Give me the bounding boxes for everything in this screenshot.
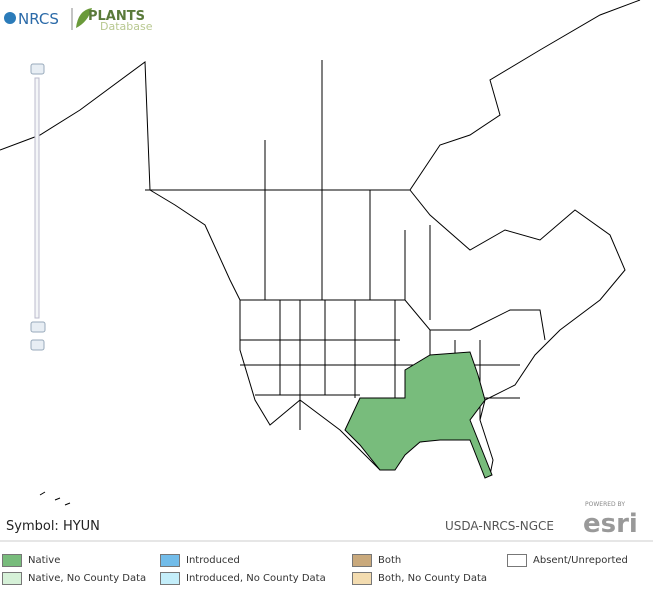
symbol-label: Symbol: HYUN	[6, 519, 100, 534]
nrcs-icon	[4, 12, 16, 24]
esri-brand: esri	[583, 509, 638, 539]
legend-item: Absent/Unreported	[507, 554, 628, 567]
legend-label: Native, No County Data	[28, 573, 147, 584]
zoom-in[interactable]	[30, 63, 45, 75]
legend-item: Introduced, No County Data	[160, 572, 326, 585]
agency: NRCS	[18, 10, 59, 28]
legend-label: Introduced	[186, 555, 240, 566]
legend-swatch	[2, 554, 22, 567]
database-sub: Database	[100, 20, 153, 33]
legend-swatch	[160, 572, 180, 585]
legend-label: Introduced, No County Data	[186, 573, 326, 584]
hawaii	[39, 491, 71, 506]
database-name: PLANTS	[88, 9, 145, 24]
legend-swatch	[352, 554, 372, 567]
slider-thumb[interactable]	[30, 321, 46, 333]
province-lines	[145, 60, 431, 320]
legend-swatch	[2, 572, 22, 585]
zoom-slider[interactable]	[30, 63, 46, 351]
legend-label: Absent/Unreported	[533, 555, 628, 566]
legend-label: Native	[28, 555, 61, 566]
legend-label: Both, No County Data	[378, 573, 488, 584]
legend-item: Native	[2, 554, 60, 567]
esri-powered: POWERED BY	[585, 501, 625, 508]
legend-item: Both, No County Data	[352, 572, 487, 585]
legend-label: Both	[378, 555, 402, 566]
zoom-out[interactable]	[30, 339, 45, 351]
map-background	[0, 0, 653, 545]
credit: USDA-NRCS-NGCE	[445, 519, 554, 533]
legend-swatch	[160, 554, 180, 567]
legend-item: Both	[352, 554, 401, 567]
legend-item: Introduced	[160, 554, 240, 567]
legend-item: Native, No County Data	[2, 572, 146, 585]
map: NRCS PLANTS Database Symbol: HYUN USDA-N…	[0, 0, 653, 545]
native-range	[344, 351, 493, 479]
legend-swatch	[507, 554, 527, 567]
leaf-icon	[76, 8, 92, 28]
outlines	[0, 0, 641, 506]
slider-track	[34, 77, 40, 319]
legend-swatch	[352, 572, 372, 585]
